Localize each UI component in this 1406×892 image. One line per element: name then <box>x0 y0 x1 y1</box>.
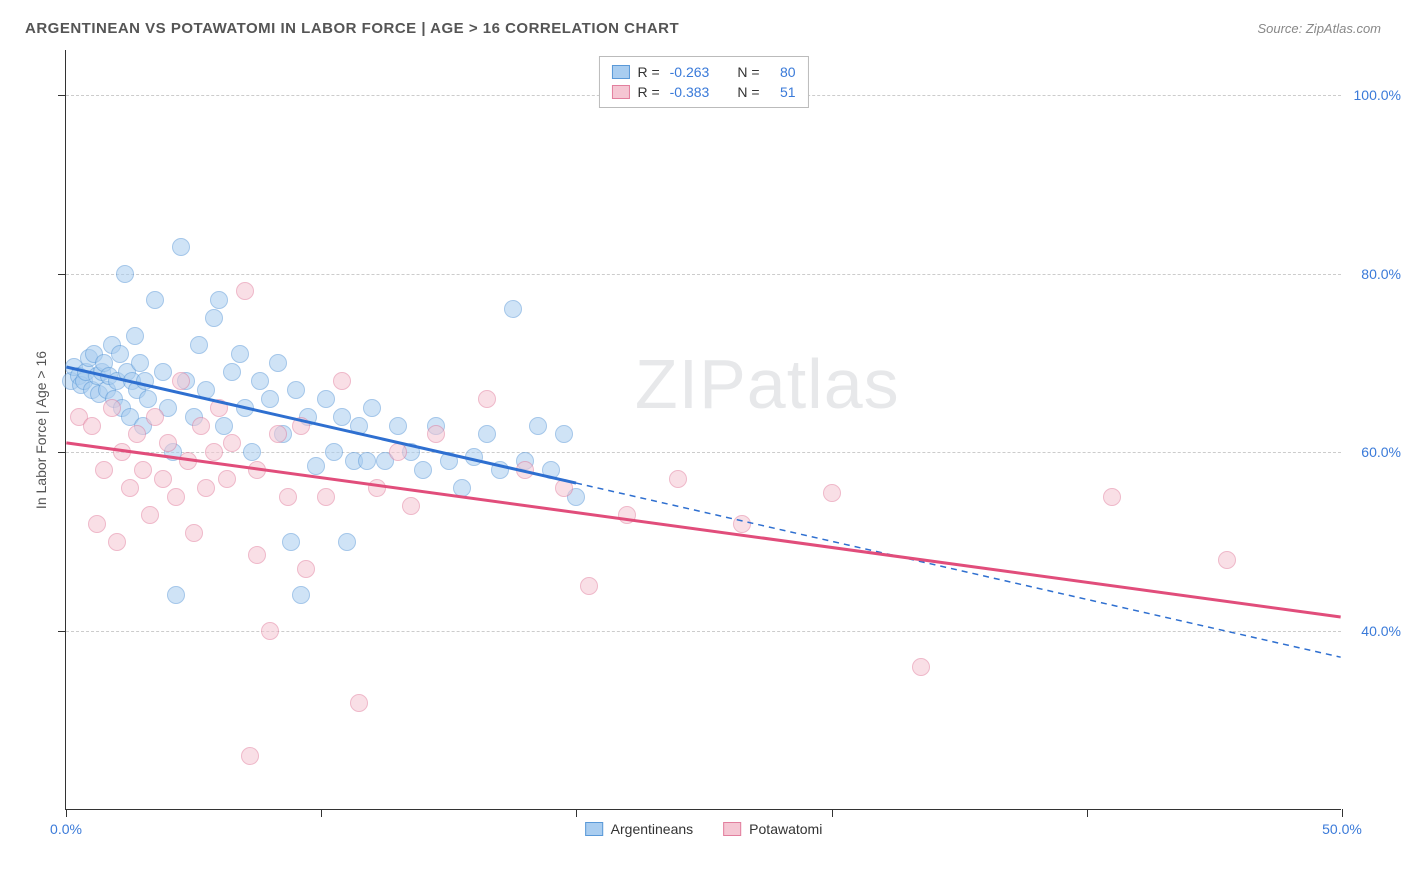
legend-swatch <box>723 822 741 836</box>
legend-swatch <box>611 65 629 79</box>
chart-container: ZIPatlas In Labor Force | Age > 16 R =-0… <box>25 50 1381 868</box>
y-tick <box>58 452 66 453</box>
x-tick-label: 0.0% <box>50 821 82 837</box>
trendlines-svg <box>66 50 1341 809</box>
legend-stats-row: R = -0.263 N = 80 <box>611 62 795 82</box>
x-tick <box>576 809 577 817</box>
legend-top: R = -0.263 N = 80 R = -0.383 N = 51 <box>598 56 808 108</box>
trendline-dash-argentineans <box>576 483 1341 657</box>
x-tick <box>1087 809 1088 817</box>
x-tick <box>66 809 67 817</box>
legend-stats-row: R = -0.383 N = 51 <box>611 82 795 102</box>
plot-area: ZIPatlas In Labor Force | Age > 16 R =-0… <box>65 50 1341 810</box>
y-tick-label: 100.0% <box>1354 87 1401 103</box>
legend-swatch <box>585 822 603 836</box>
r-label: R = <box>637 84 659 100</box>
n-label: N = <box>737 84 759 100</box>
trendline-potawatomi <box>66 443 1340 617</box>
y-tick <box>58 274 66 275</box>
legend-label: Argentineans <box>611 821 694 837</box>
chart-title: ARGENTINEAN VS POTAWATOMI IN LABOR FORCE… <box>25 20 679 37</box>
r-value: -0.263 <box>668 64 710 80</box>
y-tick-label: 60.0% <box>1361 444 1401 460</box>
y-tick-label: 80.0% <box>1361 266 1401 282</box>
legend-item-potawatomi: Potawatomi <box>723 821 822 837</box>
n-value: 80 <box>768 64 796 80</box>
chart-source: Source: ZipAtlas.com <box>1257 21 1381 36</box>
y-axis-title: In Labor Force | Age > 16 <box>33 350 49 508</box>
x-tick <box>1342 809 1343 817</box>
n-label: N = <box>737 64 759 80</box>
legend-item-argentineans: Argentineans <box>585 821 694 837</box>
y-tick-label: 40.0% <box>1361 623 1401 639</box>
n-value: 51 <box>768 84 796 100</box>
r-value: -0.383 <box>668 84 710 100</box>
x-tick-label: 50.0% <box>1322 821 1362 837</box>
trendline-argentineans <box>66 367 576 483</box>
y-tick <box>58 95 66 96</box>
legend-swatch <box>611 85 629 99</box>
r-label: R = <box>637 64 659 80</box>
legend-bottom: Argentineans Potawatomi <box>585 821 823 837</box>
x-tick <box>321 809 322 817</box>
y-tick <box>58 631 66 632</box>
x-tick <box>832 809 833 817</box>
legend-label: Potawatomi <box>749 821 822 837</box>
